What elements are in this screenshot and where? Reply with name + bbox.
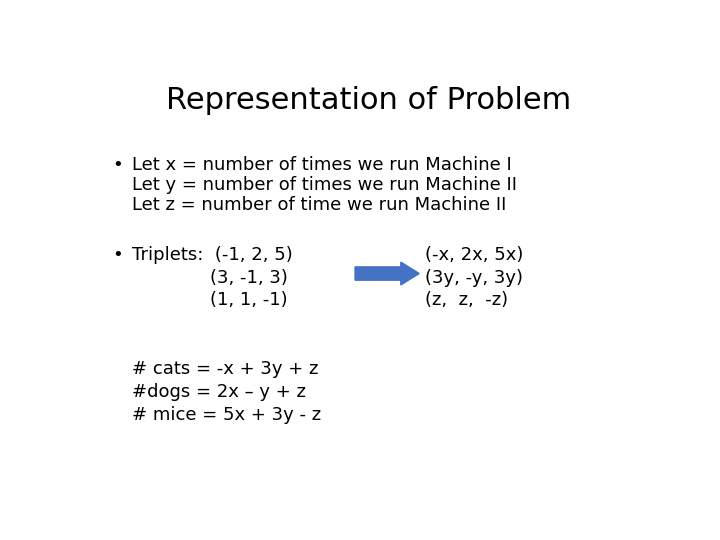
Text: (3, -1, 3): (3, -1, 3) [210, 268, 288, 287]
Text: (-x, 2x, 5x): (-x, 2x, 5x) [425, 246, 523, 264]
Text: •: • [112, 246, 123, 264]
Text: # cats = -x + 3y + z: # cats = -x + 3y + z [132, 360, 318, 378]
Text: Representation of Problem: Representation of Problem [166, 85, 572, 114]
Text: # mice = 5x + 3y - z: # mice = 5x + 3y - z [132, 406, 321, 424]
Text: (1, 1, -1): (1, 1, -1) [210, 292, 287, 309]
FancyArrow shape [355, 262, 419, 285]
Text: (z,  z,  -z): (z, z, -z) [425, 292, 508, 309]
Text: (3y, -y, 3y): (3y, -y, 3y) [425, 268, 523, 287]
Text: #dogs = 2x – y + z: #dogs = 2x – y + z [132, 383, 306, 401]
Text: Let z = number of time we run Machine II: Let z = number of time we run Machine II [132, 196, 506, 214]
Text: Let x = number of times we run Machine I: Let x = number of times we run Machine I [132, 156, 512, 174]
Text: Triplets:  (-1, 2, 5): Triplets: (-1, 2, 5) [132, 246, 292, 264]
Text: Let y = number of times we run Machine II: Let y = number of times we run Machine I… [132, 176, 517, 194]
Text: •: • [112, 156, 123, 174]
